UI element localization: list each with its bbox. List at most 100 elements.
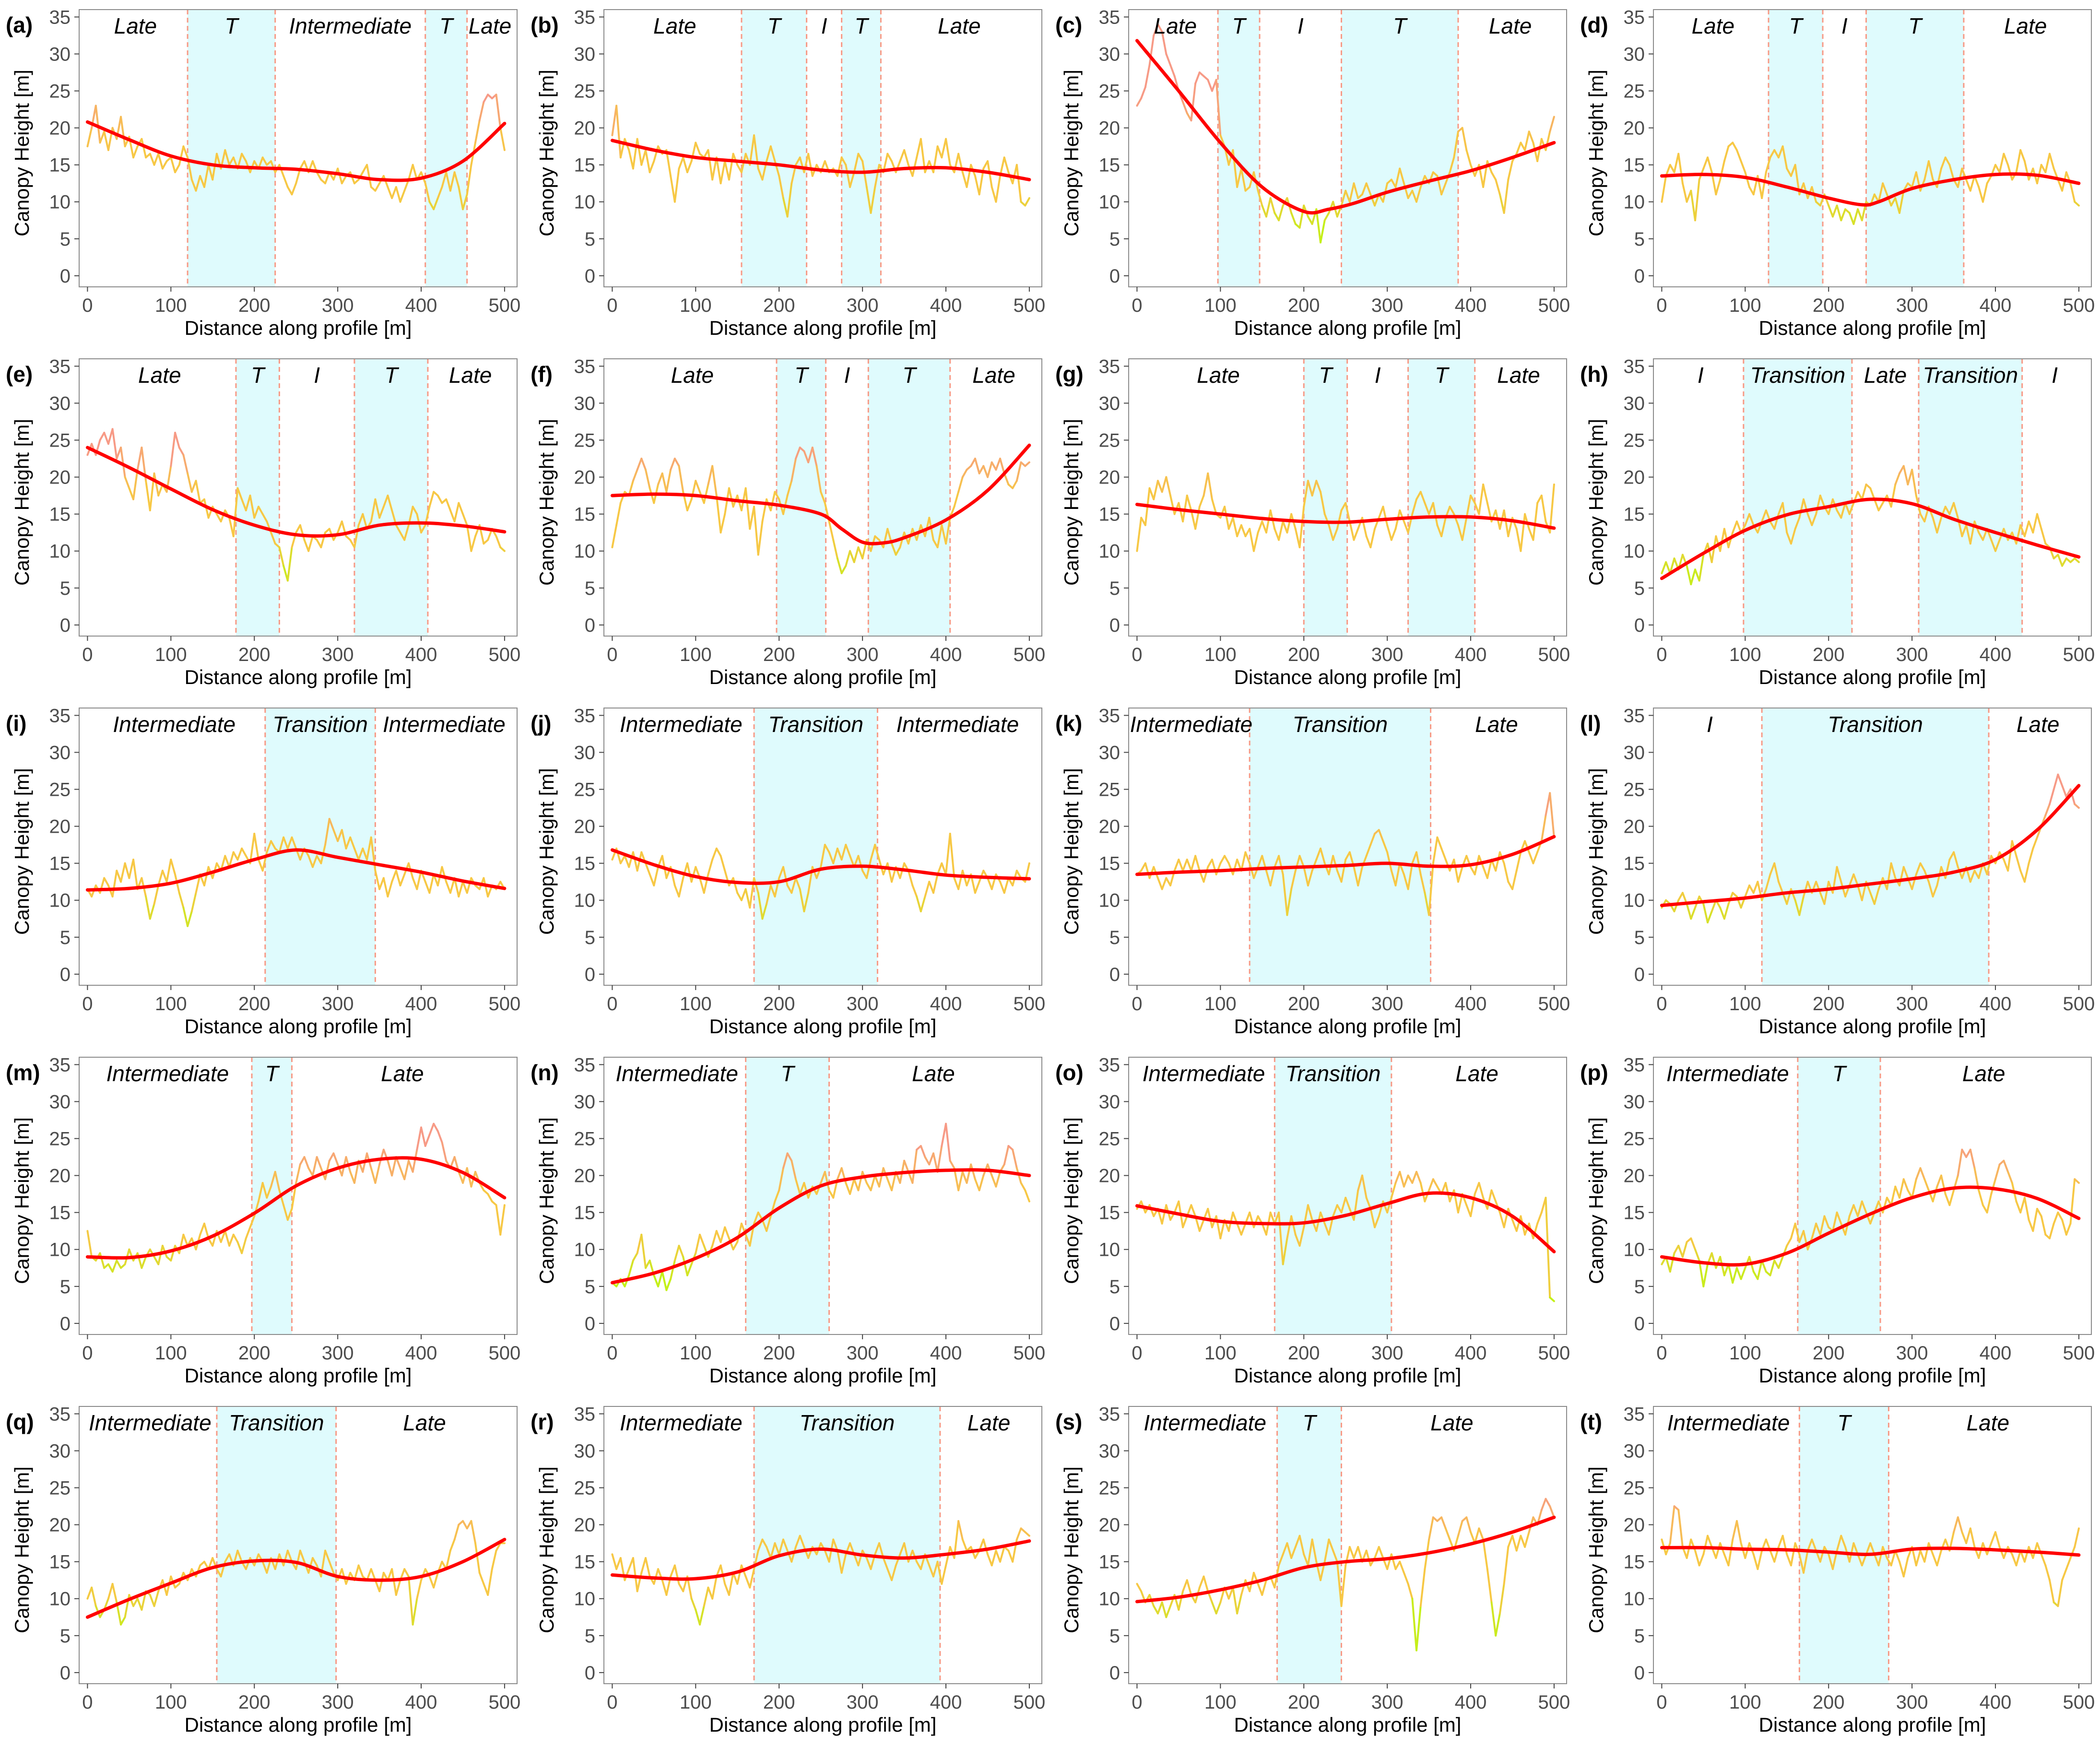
- raw-height-segment: [366, 836, 372, 861]
- raw-height-segment: [399, 189, 406, 203]
- chart-panel: 0 5 10 15 20 25 30 35 0 100 200 300 400 500 Intermedia…: [1574, 1048, 2099, 1397]
- raw-height-segment: [853, 546, 860, 563]
- raw-height-segment: [824, 1549, 830, 1563]
- x-tick-label: 400: [1455, 1343, 1487, 1364]
- raw-height-segment: [1303, 1553, 1309, 1567]
- raw-height-segment: [2019, 149, 2026, 162]
- y-tick-label: 0: [60, 615, 71, 636]
- raw-height-segment: [1203, 1575, 1209, 1593]
- raw-height-segment: [161, 160, 168, 170]
- x-tick-label: 300: [847, 993, 879, 1015]
- y-tick-label: 15: [574, 155, 596, 176]
- raw-height-segment: [1498, 1582, 1505, 1615]
- raw-height-segment: [1449, 506, 1455, 515]
- x-tick-label: 100: [1204, 1692, 1237, 1713]
- raw-height-segment: [1348, 182, 1355, 203]
- smoothed-trend-line: [85, 120, 507, 182]
- raw-height-segment: [945, 138, 951, 166]
- raw-height-segment: [1465, 1516, 1472, 1533]
- raw-height-segment: [2023, 862, 2030, 883]
- raw-height-segment: [1136, 517, 1143, 552]
- raw-height-segment: [757, 892, 764, 920]
- raw-height-segment: [203, 164, 210, 188]
- raw-height-segment: [1416, 851, 1422, 875]
- zone-label: Transition: [1750, 363, 1846, 388]
- raw-height-segment: [1811, 1222, 1817, 1239]
- panel-letter: (m): [6, 1060, 40, 1085]
- raw-height-segment: [1990, 1531, 1996, 1545]
- raw-height-segment: [1307, 480, 1313, 497]
- raw-height-segment: [1382, 506, 1389, 526]
- x-tick-label: 0: [1656, 644, 1667, 665]
- x-tick-label: 200: [1288, 644, 1320, 665]
- x-tick-label: 400: [1980, 993, 2012, 1015]
- x-axis-title: Distance along profile [m]: [709, 666, 937, 688]
- raw-height-segment: [945, 1546, 951, 1567]
- raw-height-segment: [215, 513, 222, 523]
- y-tick-label: 10: [49, 1239, 71, 1261]
- raw-height-segment: [778, 1167, 784, 1192]
- y-tick-label: 20: [1099, 1515, 1121, 1536]
- raw-height-segment: [1252, 1215, 1259, 1228]
- raw-height-segment: [1515, 528, 1522, 552]
- x-tick-label: 400: [930, 1692, 962, 1713]
- raw-height-segment: [1328, 1538, 1334, 1552]
- raw-height-segment: [299, 160, 306, 170]
- raw-height-segment: [1156, 480, 1163, 493]
- raw-height-segment: [1153, 23, 1159, 36]
- raw-height-segment: [182, 907, 189, 927]
- raw-height-segment: [932, 1152, 939, 1173]
- raw-height-segment: [1890, 1549, 1897, 1567]
- x-tick-label: 300: [1896, 993, 1928, 1015]
- y-tick-label: 25: [1624, 430, 1645, 451]
- raw-height-segment: [1865, 1542, 1872, 1556]
- raw-height-segment: [1336, 870, 1343, 883]
- raw-height-segment: [224, 855, 230, 868]
- y-tick-label: 5: [585, 927, 595, 948]
- raw-height-segment: [1161, 1204, 1168, 1225]
- raw-height-segment: [749, 506, 755, 530]
- raw-height-segment: [499, 127, 506, 151]
- x-tick-label: 300: [322, 644, 354, 665]
- raw-height-segment: [428, 201, 435, 211]
- raw-height-segment: [207, 164, 214, 181]
- raw-height-segment: [178, 145, 185, 166]
- raw-height-segment: [1261, 1222, 1267, 1236]
- y-tick-label: 0: [1109, 1313, 1120, 1334]
- raw-height-segment: [1298, 1226, 1305, 1247]
- transition-band: [188, 10, 275, 287]
- zone-label: T: [1908, 13, 1923, 38]
- plot-frame: [1128, 9, 1567, 287]
- raw-height-segment: [1723, 903, 1730, 920]
- smoothed-trend-line: [1135, 1515, 1556, 1604]
- zone-label: I: [2052, 363, 2058, 388]
- raw-height-segment: [1182, 859, 1188, 872]
- raw-height-segment: [1203, 472, 1209, 497]
- raw-height-segment: [1357, 866, 1363, 886]
- chart-panel: 0 5 10 15 20 25 30 35 0 100 200 300 400 500 Late T I T Lat…: [525, 0, 1050, 349]
- raw-height-segment: [1240, 1222, 1247, 1236]
- raw-height-segment: [2028, 847, 2034, 864]
- zone-label: Intermediate: [620, 1410, 743, 1435]
- y-axis-title: Canopy Height [m]: [1060, 419, 1083, 586]
- x-tick-label: 0: [607, 1692, 617, 1713]
- y-tick-label: 35: [1099, 705, 1121, 726]
- raw-height-segment: [1215, 1601, 1222, 1615]
- raw-height-segment: [1890, 484, 1897, 508]
- raw-height-segment: [1665, 561, 1671, 574]
- raw-height-segment: [907, 870, 914, 886]
- raw-height-segment: [1877, 1546, 1884, 1567]
- raw-height-segment: [483, 1582, 489, 1596]
- raw-height-segment: [132, 1597, 139, 1607]
- y-tick-label: 20: [574, 118, 596, 139]
- y-tick-label: 5: [1109, 1626, 1120, 1647]
- raw-height-segment: [170, 432, 176, 467]
- raw-height-segment: [736, 1222, 743, 1243]
- zone-label: I: [1698, 363, 1704, 388]
- raw-height-segment: [107, 1263, 114, 1273]
- x-tick-label: 300: [847, 295, 879, 316]
- raw-height-segment: [782, 197, 789, 218]
- raw-height-segment: [1757, 1259, 1763, 1280]
